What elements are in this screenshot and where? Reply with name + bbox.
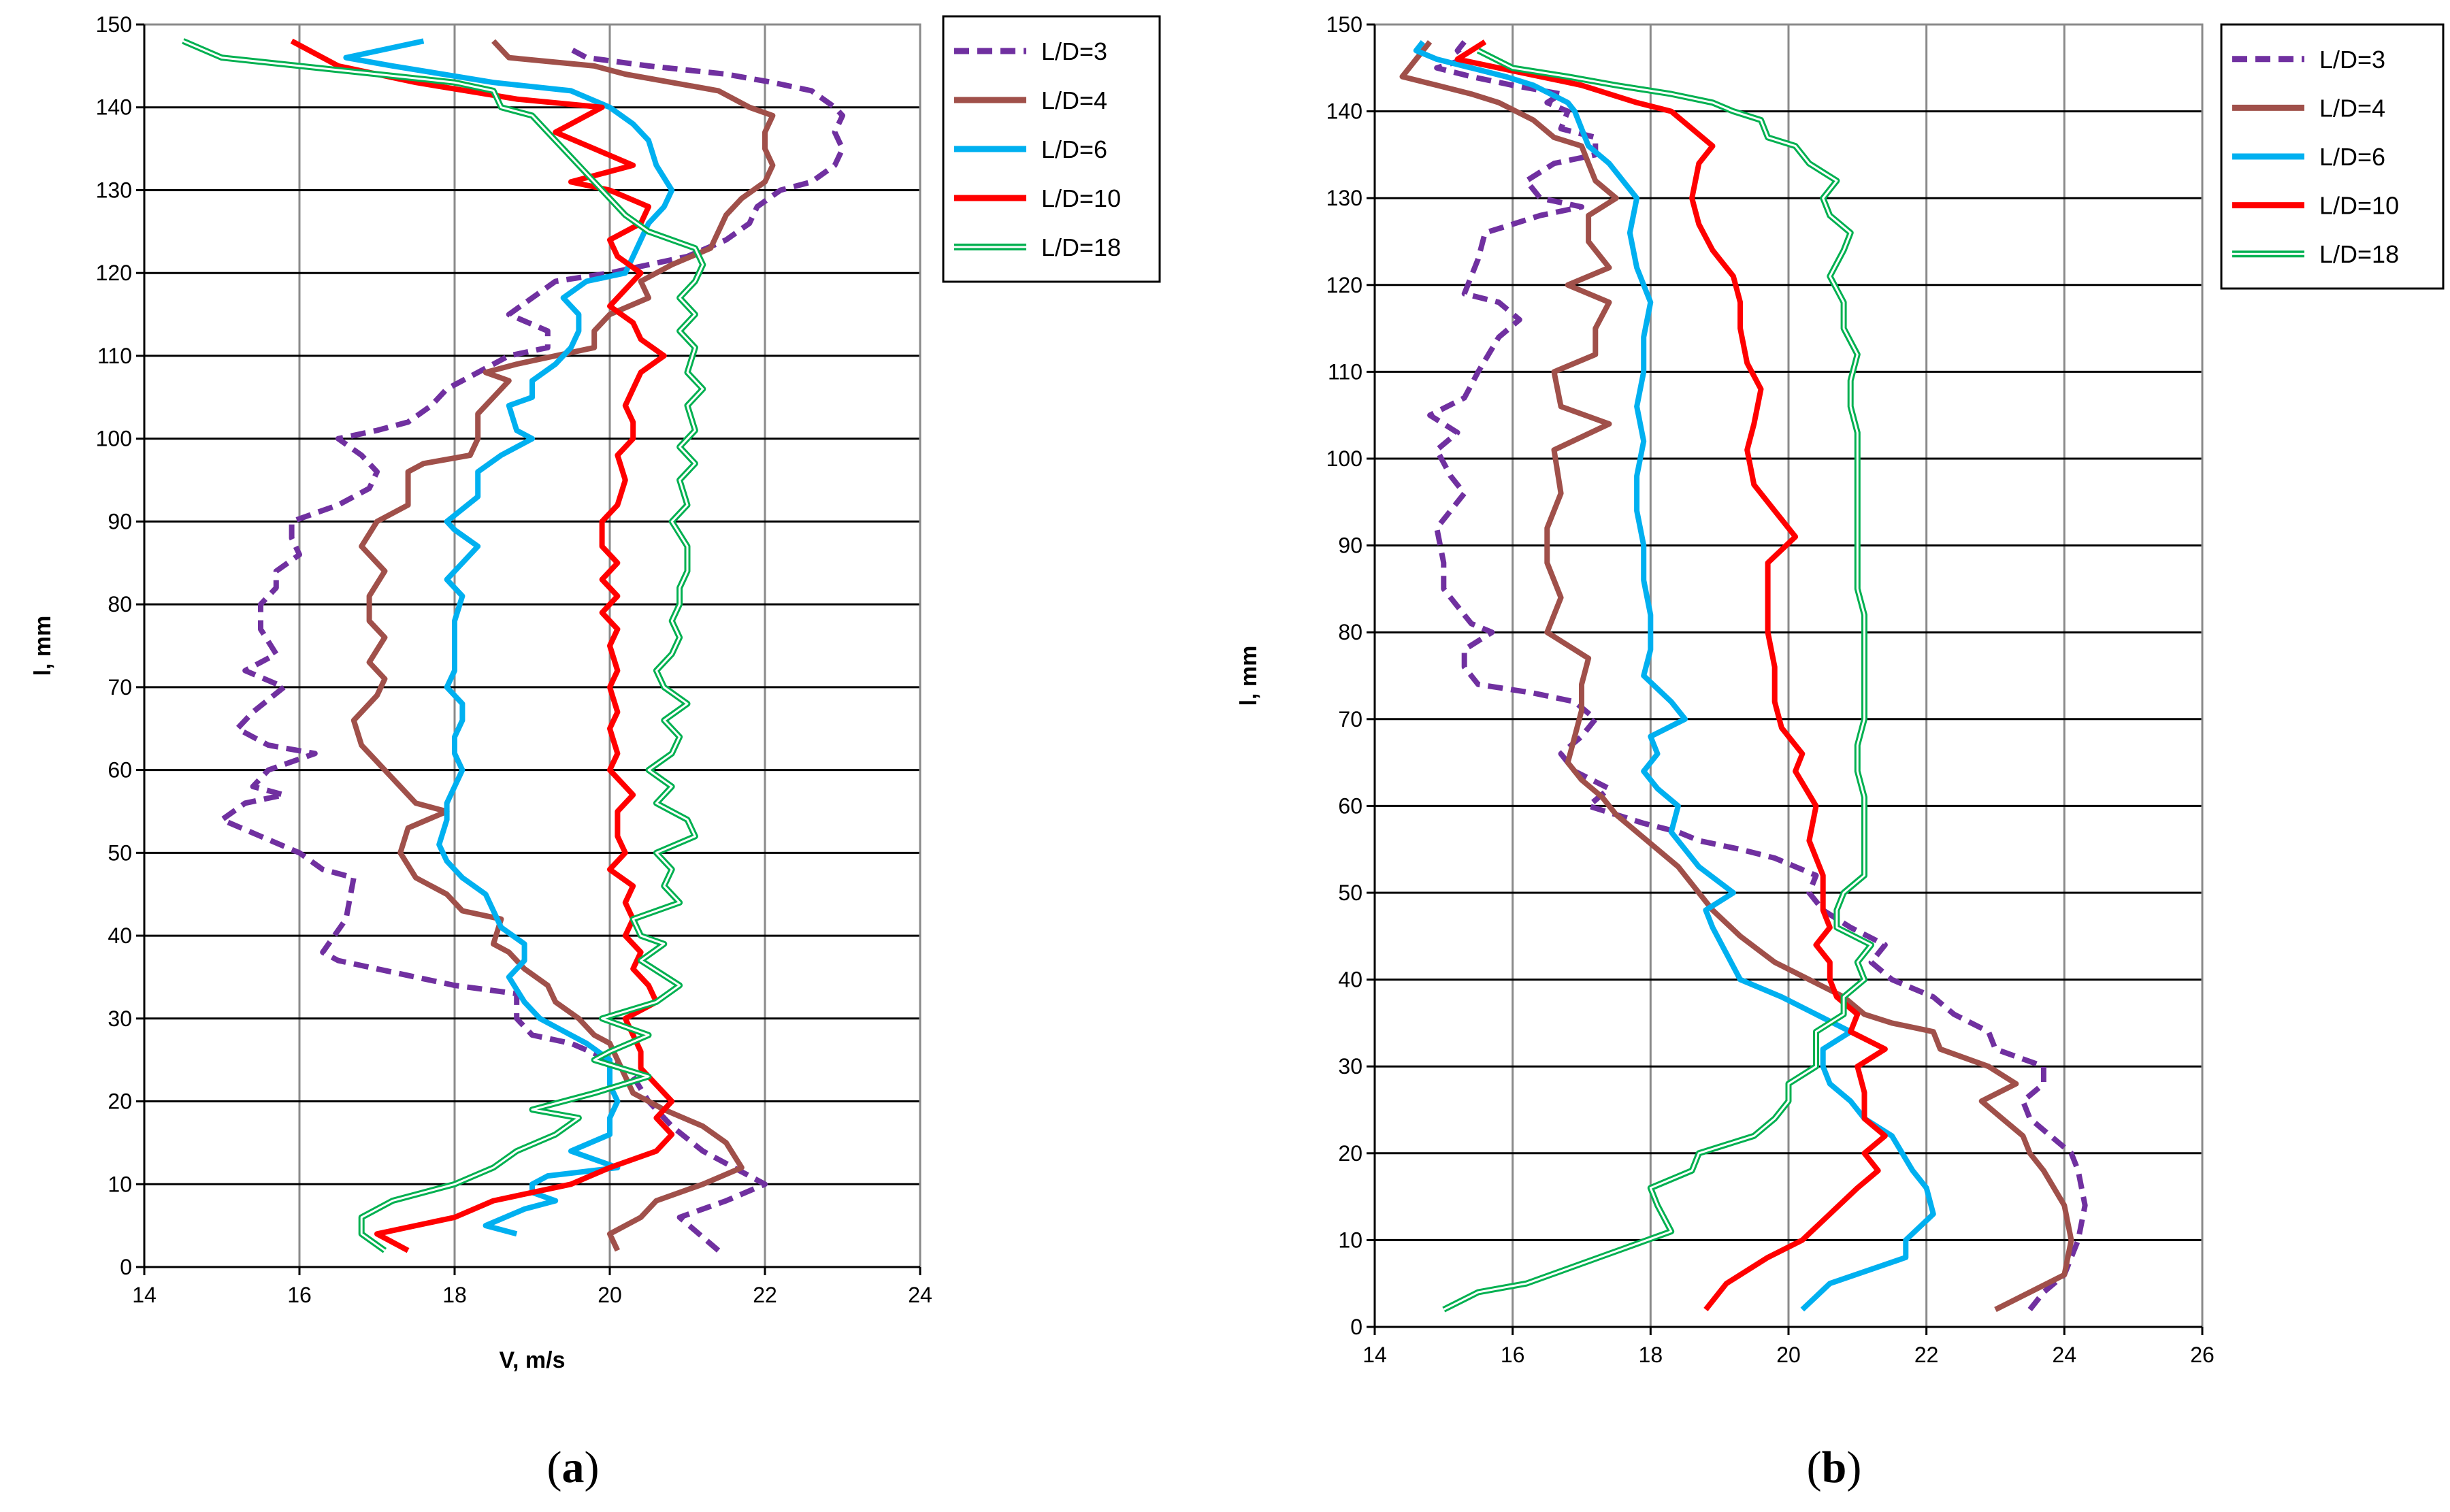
- caption-b-open: (: [1807, 1443, 1822, 1492]
- b-y-tick-label: 20: [1338, 1141, 1362, 1166]
- a-y-tick-label: 90: [108, 509, 132, 533]
- b-y-tick-label: 140: [1326, 99, 1362, 124]
- b-y-tick-label: 50: [1338, 881, 1362, 905]
- a-x-axis-title: V, m/s: [499, 1347, 565, 1373]
- caption-b-letter: b: [1822, 1443, 1847, 1492]
- b-y-tick-label: 100: [1326, 446, 1362, 471]
- caption-a-open: (: [547, 1443, 562, 1492]
- b-y-tick-label: 70: [1338, 707, 1362, 732]
- a-y-tick-label: 20: [108, 1089, 132, 1114]
- a-y-tick-label: 40: [108, 923, 132, 948]
- a-series-l-d-3: [219, 46, 845, 1253]
- a-y-tick-label: 100: [96, 427, 132, 451]
- b-series-l-d-18-inner: [1443, 49, 1873, 1311]
- b-legend: L/D=3 L/D=4 L/D=6 L/D=10 L/D=18: [2220, 23, 2445, 290]
- a-y-tick-label: 70: [108, 675, 132, 700]
- b-series-l-d-3: [1427, 40, 2088, 1311]
- b-legend-label: L/D=10: [2319, 192, 2399, 220]
- a-plot-frame: [143, 23, 921, 1268]
- caption-a-letter: a: [562, 1443, 585, 1492]
- b-y-tick-label: 80: [1338, 620, 1362, 644]
- b-x-tick-label: 14: [1362, 1343, 1387, 1367]
- b-y-tick-label: 130: [1326, 186, 1362, 210]
- a-series-l-d-18-inner: [182, 39, 704, 1251]
- b-y-axis-title: l, mm: [1236, 646, 1262, 706]
- a-y-tick-label: 50: [108, 840, 132, 865]
- b-series-l-d-4: [1399, 40, 2074, 1313]
- caption-b: (b): [1807, 1443, 1862, 1492]
- chart-panel-a: 0 10 20 30 40 50 60 70 80 90 100 110 120 130 140 150 14 1…: [30, 12, 1161, 1373]
- chart-panel-b: 0 10 20 30 40 50 60 70 80 90 100 110 120 130 140 150 14 1…: [1236, 12, 2445, 1367]
- b-series-l-d-10: [1454, 39, 1888, 1311]
- b-legend-label: L/D=6: [2319, 143, 2385, 171]
- caption-a: (a): [547, 1443, 600, 1492]
- b-y-tick-label: 60: [1338, 793, 1362, 818]
- b-y-tick-label: 0: [1350, 1315, 1362, 1339]
- a-legend-label: L/D=3: [1041, 37, 1107, 65]
- a-y-tick-label: 10: [108, 1172, 132, 1196]
- a-y-tick-label: 130: [96, 178, 132, 202]
- a-y-tick-label: 110: [97, 344, 132, 368]
- b-y-tick-label: 110: [1328, 359, 1362, 384]
- a-x-tick-label: 14: [132, 1283, 157, 1307]
- a-series-l-d-6: [343, 38, 675, 1237]
- a-y-tick-label: 60: [108, 758, 132, 783]
- b-y-tick-label: 120: [1326, 273, 1362, 297]
- b-legend-label: L/D=3: [2319, 46, 2385, 73]
- a-y-tick-label: 30: [108, 1006, 132, 1031]
- b-x-tick-label: 18: [1639, 1343, 1663, 1367]
- b-x-tick-label: 24: [2053, 1343, 2077, 1367]
- b-y-tick-label: 10: [1338, 1228, 1362, 1252]
- a-y-tick-label: 120: [96, 261, 132, 285]
- a-series-l-d-4: [350, 39, 776, 1252]
- a-y-tick-label: 0: [120, 1255, 132, 1279]
- b-x-tick-label: 26: [2190, 1343, 2215, 1367]
- a-x-tick-label: 24: [908, 1283, 932, 1307]
- b-series-l-d-18-outer: [1442, 48, 1875, 1313]
- a-x-tick-label: 18: [442, 1283, 467, 1307]
- a-y-axis-title: l, mm: [30, 616, 56, 676]
- a-x-tick-label: 22: [753, 1283, 777, 1307]
- b-y-tick-label: 30: [1338, 1054, 1362, 1079]
- a-y-tick-label: 80: [108, 592, 132, 617]
- b-y-tick-label: 150: [1326, 12, 1362, 37]
- a-x-tick-label: 16: [287, 1283, 312, 1307]
- a-y-tick-label: 140: [96, 95, 132, 120]
- b-x-tick-label: 22: [1914, 1343, 1939, 1367]
- caption-b-close: ): [1846, 1443, 1861, 1492]
- a-y-tick-label: 150: [96, 12, 132, 37]
- a-x-tick-label: 20: [598, 1283, 622, 1307]
- a-series-l-d-10: [290, 38, 675, 1253]
- a-legend: L/D=3 L/D=4 L/D=6 L/D=10 L/D=18: [942, 15, 1161, 283]
- a-legend-label: L/D=4: [1041, 86, 1107, 114]
- caption-a-close: ): [585, 1443, 600, 1492]
- b-x-tick-label: 20: [1776, 1343, 1801, 1367]
- b-legend-label: L/D=4: [2319, 94, 2385, 122]
- b-y-tick-label: 40: [1338, 968, 1362, 992]
- b-x-tick-label: 16: [1501, 1343, 1525, 1367]
- b-y-tick-label: 90: [1338, 533, 1362, 558]
- a-legend-label: L/D=6: [1041, 135, 1107, 163]
- b-legend-label: L/D=18: [2319, 240, 2399, 268]
- b-series-l-d-6: [1413, 40, 1936, 1312]
- a-legend-label: L/D=10: [1041, 184, 1121, 212]
- a-legend-label: L/D=18: [1041, 233, 1121, 261]
